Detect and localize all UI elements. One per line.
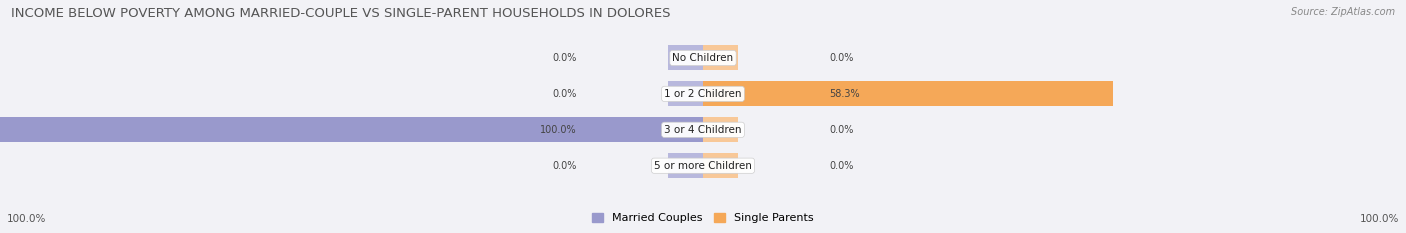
Text: INCOME BELOW POVERTY AMONG MARRIED-COUPLE VS SINGLE-PARENT HOUSEHOLDS IN DOLORES: INCOME BELOW POVERTY AMONG MARRIED-COUPL… [11,7,671,20]
Text: 1 or 2 Children: 1 or 2 Children [664,89,742,99]
Text: 0.0%: 0.0% [553,161,576,171]
Text: No Children: No Children [672,53,734,63]
Text: 0.0%: 0.0% [553,53,576,63]
Bar [668,153,703,178]
Text: 100.0%: 100.0% [7,214,46,224]
Text: 0.0%: 0.0% [830,161,853,171]
Bar [703,117,738,142]
Legend: Married Couples, Single Parents: Married Couples, Single Parents [588,208,818,227]
Text: 0.0%: 0.0% [553,89,576,99]
Bar [703,81,1114,106]
Bar [703,45,738,70]
Text: 100.0%: 100.0% [1360,214,1399,224]
Text: Source: ZipAtlas.com: Source: ZipAtlas.com [1291,7,1395,17]
Text: 0.0%: 0.0% [830,53,853,63]
Text: 3 or 4 Children: 3 or 4 Children [664,125,742,135]
Bar [0,117,703,142]
Text: 100.0%: 100.0% [540,125,576,135]
Text: 58.3%: 58.3% [830,89,860,99]
Text: 5 or more Children: 5 or more Children [654,161,752,171]
Bar [668,45,703,70]
Bar [703,153,738,178]
Text: 0.0%: 0.0% [830,125,853,135]
Bar [668,81,703,106]
